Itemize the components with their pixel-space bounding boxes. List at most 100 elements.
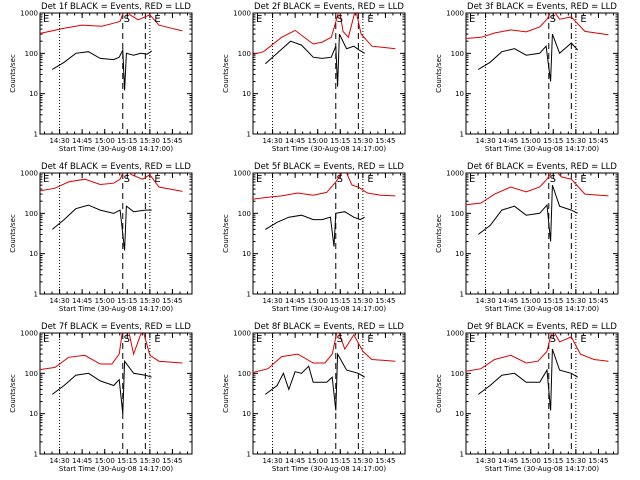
marker-s: S <box>124 14 130 25</box>
y-tick-label: 100 <box>25 370 38 378</box>
x-tick-label: 15:30 <box>353 297 373 305</box>
marker-e-right: E <box>580 14 586 25</box>
y-axis-label: Counts/sec <box>435 214 443 253</box>
plot-frame <box>252 12 406 135</box>
x-axis-label: Start Time (30-Aug-08 14:17:00) <box>272 465 386 473</box>
plot-frame <box>39 332 193 455</box>
plot-frame <box>465 332 619 455</box>
x-tick-label: 15:15 <box>543 457 563 465</box>
events-series-line <box>52 48 152 91</box>
marker-e-left: E <box>256 14 262 25</box>
events-series-line <box>264 352 365 411</box>
marker-e-left: E <box>43 14 49 25</box>
y-tick-label: 10 <box>455 410 464 418</box>
panel-title: Det 3f BLACK = Events, RED = LLD <box>467 2 617 12</box>
marker-e-left: E <box>469 14 475 25</box>
lld-series-line <box>253 173 396 200</box>
marker-e-right: E <box>154 334 160 345</box>
x-tick-label: 14:30 <box>49 297 69 305</box>
x-axis-label: Start Time (30-Aug-08 14:17:00) <box>485 145 599 153</box>
x-tick-label: 14:30 <box>475 297 495 305</box>
y-tick-label: 10 <box>455 90 464 98</box>
y-tick-label: 1000 <box>233 170 251 178</box>
x-tick-label: 15:00 <box>521 137 541 145</box>
y-tick-label: 100 <box>25 210 38 218</box>
x-tick-label: 15:00 <box>308 297 328 305</box>
x-tick-label: 15:00 <box>521 297 541 305</box>
y-axis-label: Counts/sec <box>435 374 443 413</box>
events-series-line <box>51 204 152 251</box>
x-tick-label: 14:45 <box>72 457 92 465</box>
panel-det-2: Det 2f BLACK = Events, RED = LLD 1 10 100 10… <box>222 2 406 153</box>
panel-title: Det 4f BLACK = Events, RED = LLD <box>41 162 191 172</box>
y-tick-label: 1000 <box>446 170 464 178</box>
marker-s: S <box>550 14 556 25</box>
panel-det-9: Det 9f BLACK = Events, RED = LLD 1 10 100 10… <box>435 322 619 473</box>
events-series-line <box>477 348 578 411</box>
x-axis-label: Start Time (30-Aug-08 14:17:00) <box>59 305 173 313</box>
events-series-line <box>265 211 365 247</box>
x-tick-label: 14:45 <box>498 137 518 145</box>
x-tick-label: 15:30 <box>140 457 160 465</box>
x-tick-label: 15:45 <box>588 457 608 465</box>
x-tick-label: 15:15 <box>330 297 350 305</box>
y-tick-label: 100 <box>238 50 251 58</box>
y-tick-label: 100 <box>25 50 38 58</box>
panel-det-4: Det 4f BLACK = Events, RED = LLD 1 10 100 10… <box>9 162 193 313</box>
lld-series-line <box>253 13 396 55</box>
x-axis-label: Start Time (30-Aug-08 14:17:00) <box>59 465 173 473</box>
x-tick-label: 15:30 <box>353 457 373 465</box>
x-tick-label: 15:45 <box>375 137 395 145</box>
lld-series-line <box>40 333 183 371</box>
plot-frame <box>39 172 193 295</box>
panel-title: Det 2f BLACK = Events, RED = LLD <box>254 2 404 12</box>
y-tick-label: 1 <box>247 131 251 139</box>
lld-series-line <box>40 173 183 192</box>
x-tick-label: 14:45 <box>498 297 518 305</box>
x-tick-label: 15:00 <box>308 137 328 145</box>
y-tick-label: 10 <box>242 410 251 418</box>
y-tick-label: 10 <box>29 410 38 418</box>
panel-title: Det 1f BLACK = Events, RED = LLD <box>41 2 191 12</box>
y-tick-label: 1 <box>460 291 464 299</box>
marker-s: S <box>550 334 556 345</box>
y-tick-label: 1 <box>34 291 38 299</box>
marker-e-left: E <box>43 334 49 345</box>
panel-title: Det 7f BLACK = Events, RED = LLD <box>41 322 191 332</box>
y-tick-label: 10 <box>29 250 38 258</box>
plot-frame <box>252 172 406 295</box>
y-tick-label: 1 <box>34 451 38 459</box>
x-tick-label: 14:30 <box>475 457 495 465</box>
y-tick-label: 1000 <box>20 10 38 18</box>
x-tick-label: 15:00 <box>95 137 115 145</box>
x-tick-label: 15:45 <box>588 137 608 145</box>
x-tick-label: 15:15 <box>543 137 563 145</box>
x-tick-label: 15:15 <box>117 457 137 465</box>
panel-det-7: Det 7f BLACK = Events, RED = LLD 1 10 100 10… <box>9 322 193 473</box>
x-axis-label: Start Time (30-Aug-08 14:17:00) <box>272 145 386 153</box>
y-axis-label: Counts/sec <box>9 214 17 253</box>
y-tick-label: 10 <box>242 90 251 98</box>
y-axis-label: Counts/sec <box>9 54 17 93</box>
marker-s: S <box>337 14 343 25</box>
marker-e-left: E <box>469 334 475 345</box>
y-tick-label: 1000 <box>233 10 251 18</box>
x-tick-label: 15:30 <box>566 297 586 305</box>
events-series-line <box>264 33 365 87</box>
x-tick-label: 14:30 <box>262 297 282 305</box>
panel-det-5: Det 5f BLACK = Events, RED = LLD 1 10 100 10… <box>222 162 406 313</box>
plot-frame <box>39 12 193 135</box>
panel-det-8: Det 8f BLACK = Events, RED = LLD 1 10 100 10… <box>222 322 406 473</box>
x-axis-label: Start Time (30-Aug-08 14:17:00) <box>485 465 599 473</box>
x-tick-label: 14:30 <box>49 457 69 465</box>
x-tick-label: 15:15 <box>543 297 563 305</box>
x-axis-label: Start Time (30-Aug-08 14:17:00) <box>59 145 173 153</box>
x-tick-label: 14:30 <box>475 137 495 145</box>
x-tick-label: 15:45 <box>162 297 182 305</box>
panel-title: Det 9f BLACK = Events, RED = LLD <box>467 322 617 332</box>
y-axis-label: Counts/sec <box>9 374 17 413</box>
panel-title: Det 8f BLACK = Events, RED = LLD <box>254 322 404 332</box>
panel-det-3: Det 3f BLACK = Events, RED = LLD 1 10 100 10… <box>435 2 619 153</box>
marker-e-right: E <box>580 334 586 345</box>
marker-s: S <box>550 174 556 185</box>
